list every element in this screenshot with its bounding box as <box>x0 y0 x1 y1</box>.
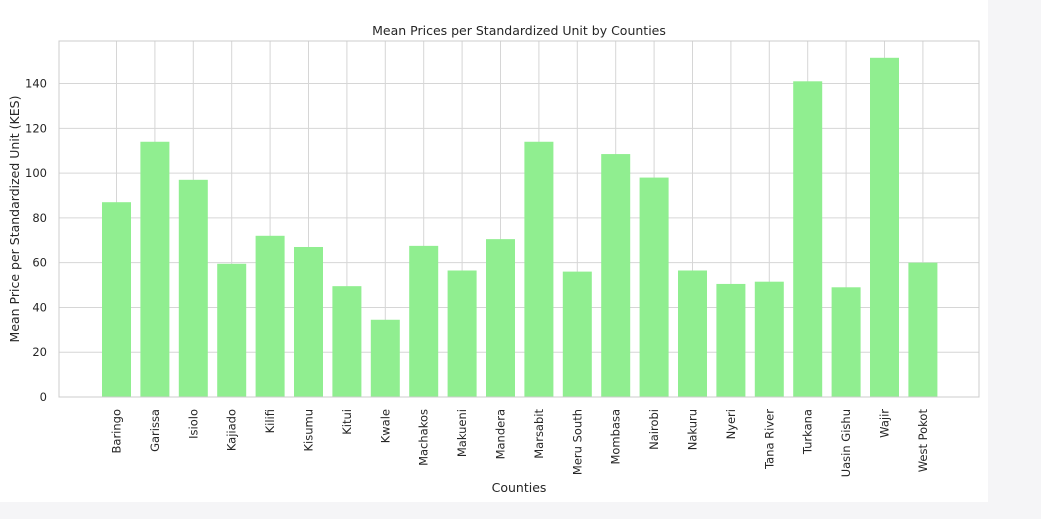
x-tick-label: Baringo <box>110 409 124 453</box>
y-tick-label: 60 <box>32 256 47 270</box>
bar-uasin-gishu <box>831 287 861 397</box>
bar-kajiado <box>217 263 247 397</box>
chart-figure: 0 20 40 60 80 100 120 140 Baringo Garissa Isiolo K… <box>7 23 980 495</box>
x-tick-label: Garissa <box>148 409 162 452</box>
bar-kwale <box>370 319 400 397</box>
bar-mombasa <box>601 154 631 397</box>
x-tick-label: Kwale <box>378 409 392 443</box>
bar-turkana <box>793 81 823 398</box>
x-tick-label: Wajir <box>878 409 892 438</box>
bar-baringo <box>102 202 131 397</box>
bar-tana-river <box>754 281 784 397</box>
x-tick-label: Machakos <box>417 409 431 466</box>
x-tick-label: Nakuru <box>686 409 700 450</box>
bar-meru-south <box>562 271 592 397</box>
bar-chart: 0 20 40 60 80 100 120 140 Baringo Garissa Isiolo K… <box>7 23 980 495</box>
x-axis-label: Counties <box>492 480 547 495</box>
bar-isiolo <box>178 179 208 397</box>
bar-mandera <box>486 239 515 397</box>
bar-marsabit <box>524 141 554 397</box>
y-tick-label: 120 <box>25 121 47 135</box>
bars <box>102 57 938 398</box>
bar-nyeri <box>716 283 746 397</box>
chart-title: Mean Prices per Standardized Unit by Cou… <box>372 23 666 38</box>
x-tick-label: Kilifi <box>263 409 277 433</box>
y-tick-labels: 0 20 40 60 80 100 120 140 <box>25 77 47 404</box>
bar-wajir <box>870 57 899 398</box>
x-tick-label: Isiolo <box>186 409 200 439</box>
y-tick-label: 40 <box>32 300 47 314</box>
y-tick-label: 0 <box>40 390 47 404</box>
x-tick-label: Uasin Gishu <box>839 409 853 477</box>
x-tick-label: Makueni <box>455 409 469 457</box>
bar-makueni <box>447 270 477 397</box>
x-tick-label: Nairobi <box>647 409 661 450</box>
y-tick-label: 100 <box>25 166 47 180</box>
y-tick-label: 20 <box>32 345 47 359</box>
y-tick-label: 140 <box>25 77 47 91</box>
bar-west-pokot <box>908 262 938 397</box>
bar-nakuru <box>678 270 707 397</box>
bar-machakos <box>409 245 439 397</box>
x-tick-label: Marsabit <box>532 409 546 459</box>
x-tick-label: Tana River <box>762 409 776 470</box>
x-tick-label: Kajiado <box>225 409 239 451</box>
x-tick-label: Kisumu <box>302 409 316 452</box>
bar-nairobi <box>639 177 669 397</box>
x-tick-label: Nyeri <box>724 409 738 439</box>
bar-garissa <box>140 141 170 397</box>
x-tick-label: Mandera <box>494 409 508 459</box>
y-axis-label: Mean Price per Standardized Unit (KES) <box>7 96 22 343</box>
bar-kisumu <box>294 246 323 397</box>
x-tick-label: West Pokot <box>916 409 930 473</box>
bar-kilifi <box>255 235 285 397</box>
y-tick-label: 80 <box>32 211 47 225</box>
x-tick-label: Mombasa <box>609 409 623 465</box>
bar-kitui <box>332 286 362 397</box>
x-tick-label: Turkana <box>801 409 815 455</box>
x-tick-label: Kitui <box>340 409 354 435</box>
x-tick-labels: Baringo Garissa Isiolo Kajiado Kilifi Kisumu K… <box>110 409 930 478</box>
x-tick-label: Meru South <box>570 409 584 475</box>
plot-frame <box>58 40 980 398</box>
